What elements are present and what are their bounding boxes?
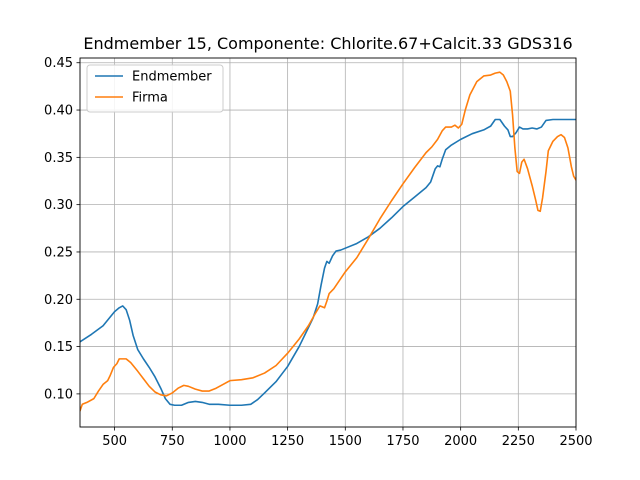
x-tick-label: 750 (160, 434, 185, 449)
chart-title: Endmember 15, Componente: Chlorite.67+Ca… (83, 34, 572, 53)
x-tick-label: 1750 (386, 434, 419, 449)
x-tick-label: 2000 (444, 434, 477, 449)
y-tick-label: 0.45 (44, 56, 73, 71)
legend: Endmember Firma (86, 64, 224, 113)
y-tick-label: 0.25 (44, 245, 73, 260)
x-tick-label: 2250 (502, 434, 535, 449)
y-tick-label: 0.15 (44, 340, 73, 355)
y-tick-label: 0.35 (44, 151, 73, 166)
x-tick-label: 1000 (213, 434, 246, 449)
plot-frame (79, 57, 577, 428)
x-tick-label: 1250 (271, 434, 304, 449)
axes (79, 57, 577, 428)
y-tick-label: 0.40 (44, 104, 73, 119)
series-layer (80, 71, 576, 412)
series-line-firma (80, 71, 576, 412)
y-tick-label: 0.20 (44, 293, 73, 308)
legend-label: Firma (132, 91, 168, 106)
legend-label: Endmember (132, 70, 212, 85)
x-tick-label: 2500 (559, 434, 592, 449)
tick-marks: 500 750 1000 1250 1500 1750 2000 2250 2500 0.10 0.… (44, 56, 593, 449)
x-tick-label: 500 (102, 434, 127, 449)
series-line-endmember (80, 118, 576, 407)
x-tick-label: 1500 (329, 434, 362, 449)
y-tick-label: 0.30 (44, 198, 73, 213)
y-tick-label: 0.10 (44, 387, 73, 402)
